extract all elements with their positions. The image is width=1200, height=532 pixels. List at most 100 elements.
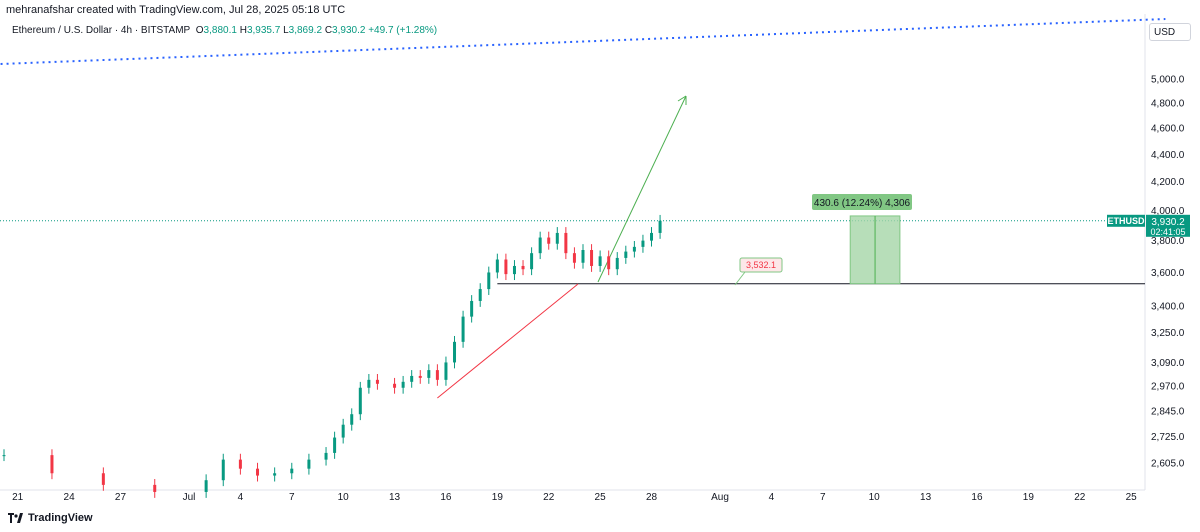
candle-body: [418, 375, 422, 378]
projection-arrow-head: [677, 95, 687, 105]
x-tick-label: 13: [389, 492, 401, 503]
x-tick-label: 10: [338, 492, 350, 503]
y-tick-label: 2,725.0: [1151, 432, 1185, 443]
price-tag-value: 3,930.2: [1151, 217, 1185, 228]
candle-body: [333, 437, 337, 453]
candle-body: [572, 253, 576, 263]
open-value: 3,880.1: [203, 25, 237, 36]
candle-body: [581, 250, 585, 263]
candle-body: [632, 246, 636, 252]
candle-body: [101, 473, 105, 485]
candle-body: [470, 300, 474, 317]
candle-body: [401, 381, 405, 388]
symbol-legend: Ethereum / U.S. Dollar · 4h · BITSTAMP O…: [12, 25, 437, 36]
candle-body: [530, 253, 534, 270]
symbol-name: Ethereum / U.S. Dollar · 4h · BITSTAMP: [12, 25, 191, 36]
price-tag-bg: [1146, 214, 1190, 237]
candle-body: [478, 289, 482, 301]
candle-body: [521, 265, 525, 270]
red-trendline: [437, 283, 579, 399]
candle-body: [624, 251, 628, 258]
candle-body: [512, 265, 516, 275]
candle-body: [658, 220, 662, 233]
x-tick-label: 22: [543, 492, 555, 503]
candle-body: [410, 375, 414, 382]
x-tick-label: 19: [492, 492, 504, 503]
y-tick-label: 3,090.0: [1151, 358, 1185, 369]
symbol-tag: ETHUSD: [1107, 216, 1145, 226]
x-tick-label: 19: [1023, 492, 1035, 503]
candle-body: [273, 473, 277, 476]
symbol-tag-bg: [1107, 214, 1145, 227]
x-tick-label: 10: [869, 492, 881, 503]
tv-logo-icon: [8, 513, 23, 523]
candle-body: [324, 452, 328, 460]
candle-body: [555, 232, 559, 244]
y-tick-label: 4,000.0: [1151, 206, 1185, 217]
candle-body: [435, 370, 439, 380]
projection-arrow-line: [597, 95, 687, 283]
candle-body: [238, 459, 242, 469]
currency-selector[interactable]: USD: [1149, 23, 1191, 41]
candle-body: [427, 370, 431, 378]
y-tick-label: 5,000.0: [1151, 75, 1185, 86]
candle-body: [461, 316, 465, 342]
x-tick-label: 16: [971, 492, 983, 503]
candle-body: [453, 341, 457, 363]
candle-body: [375, 379, 379, 384]
candle-body: [393, 383, 397, 388]
x-tick-label: 25: [1126, 492, 1138, 503]
price-tag-countdown: 02:41:05: [1150, 227, 1185, 237]
y-tick-label: 3,800.0: [1151, 236, 1185, 247]
candle-body: [495, 259, 499, 273]
x-tick-label: 4: [238, 492, 244, 503]
candle-body: [547, 237, 551, 244]
candle-body: [50, 455, 54, 474]
y-tick-label: 4,200.0: [1151, 177, 1185, 188]
x-tick-label: 27: [115, 492, 127, 503]
y-tick-label: 3,400.0: [1151, 302, 1185, 313]
candle-body: [256, 468, 260, 476]
support-label-bg: [739, 257, 783, 273]
candle-body: [204, 480, 208, 492]
high-label: H: [239, 25, 247, 36]
x-tick-label: 7: [820, 492, 826, 503]
y-tick-label: 3,600.0: [1151, 268, 1185, 279]
x-tick-label: Jul: [183, 492, 196, 503]
candle-body: [504, 259, 508, 275]
candle-body: [290, 468, 294, 474]
close-label: C: [324, 25, 333, 36]
candle-body: [598, 256, 602, 266]
x-tick-label: 28: [646, 492, 658, 503]
close-value: 3,930.2: [332, 25, 366, 36]
x-tick-label: 25: [595, 492, 607, 503]
y-tick-label: 2,845.0: [1151, 407, 1185, 418]
candle-body: [350, 414, 354, 425]
y-tick-label: 4,600.0: [1151, 124, 1185, 135]
x-tick-label: Aug: [711, 492, 729, 503]
footer-brand[interactable]: TradingView: [8, 512, 93, 524]
candle-body: [487, 272, 491, 290]
brand-name: TradingView: [28, 512, 93, 524]
attribution-text: mehranafshar created with TradingView.co…: [6, 4, 346, 16]
dotted-trend-line: [0, 18, 1166, 65]
candle-body: [538, 237, 542, 254]
y-tick-label: 4,800.0: [1151, 99, 1185, 110]
y-tick-label: 4,400.0: [1151, 150, 1185, 161]
candle-body: [341, 424, 345, 438]
candle-body: [444, 362, 448, 380]
y-tick-label: 2,970.0: [1151, 381, 1185, 392]
candle-body: [641, 240, 645, 247]
support-label: 3,532.1: [746, 260, 776, 270]
support-callout-pointer: [734, 271, 746, 286]
x-tick-label: 21: [12, 492, 24, 503]
candle-body: [564, 232, 568, 254]
measure-label-bg: [812, 194, 912, 210]
candle-body: [607, 256, 611, 270]
measure-label: 430.6 (12.24%) 4,306: [814, 198, 911, 209]
x-tick-label: 13: [920, 492, 932, 503]
candle-body: [650, 232, 654, 241]
change-value: +49.7 (+1.28%): [368, 25, 438, 36]
y-tick-label: 3,250.0: [1151, 328, 1185, 339]
